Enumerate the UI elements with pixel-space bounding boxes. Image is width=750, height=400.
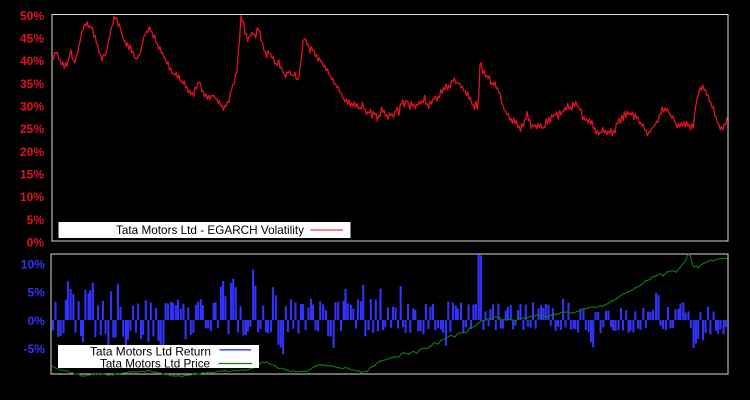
svg-text:20%: 20% xyxy=(20,145,44,159)
svg-text:0%: 0% xyxy=(27,314,45,328)
svg-text:Tata Motors Ltd Return: Tata Motors Ltd Return xyxy=(90,344,211,358)
svg-text:25%: 25% xyxy=(20,122,44,136)
svg-text:5%: 5% xyxy=(27,213,45,227)
svg-text:50%: 50% xyxy=(20,9,44,23)
svg-text:30%: 30% xyxy=(20,100,44,114)
svg-text:5%: 5% xyxy=(27,286,45,300)
svg-text:Tata Motors Ltd - EGARCH Volat: Tata Motors Ltd - EGARCH Volatility xyxy=(116,223,304,237)
svg-text:Tata Motors Ltd Price: Tata Motors Ltd Price xyxy=(100,357,210,371)
svg-text:0%: 0% xyxy=(27,235,45,249)
svg-text:10%: 10% xyxy=(21,257,45,271)
svg-text:15%: 15% xyxy=(20,168,44,182)
svg-text:35%: 35% xyxy=(20,77,44,91)
svg-text:-5%: -5% xyxy=(23,342,45,356)
svg-text:40%: 40% xyxy=(20,54,44,68)
svg-text:10%: 10% xyxy=(20,190,44,204)
svg-text:45%: 45% xyxy=(20,32,44,46)
